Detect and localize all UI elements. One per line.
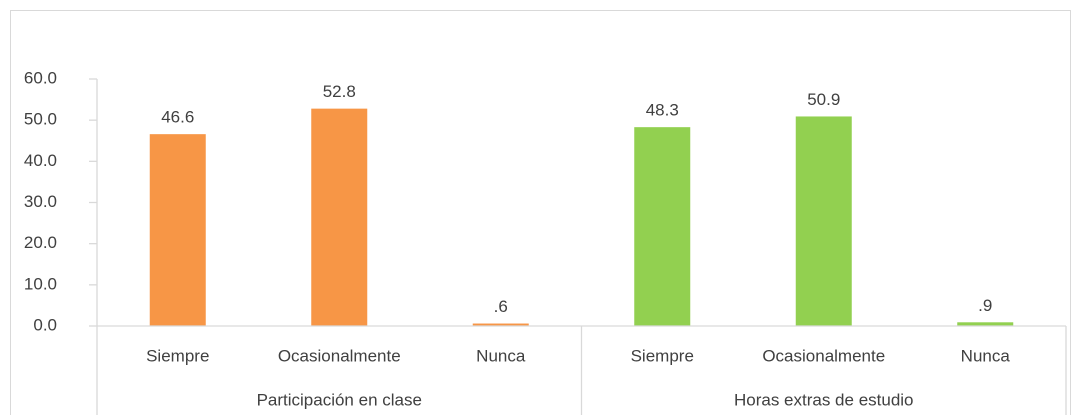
y-tick-label: 40.0 (24, 151, 57, 170)
x-tick-label: Siempre (631, 346, 694, 365)
bar (957, 322, 1014, 326)
y-tick-label: 50.0 (24, 110, 57, 129)
x-tick-label: Nunca (961, 346, 1011, 365)
y-tick-label: 60.0 (24, 68, 57, 87)
bar (311, 108, 368, 326)
y-tick-label: 30.0 (24, 192, 57, 211)
value-label: 52.8 (323, 82, 356, 101)
y-tick-label: 10.0 (24, 274, 57, 293)
value-label: .9 (978, 296, 992, 315)
y-tick-label: 0.0 (33, 315, 57, 334)
bar (634, 127, 691, 326)
x-tick-label: Nunca (476, 346, 526, 365)
bar (149, 134, 206, 326)
x-tick-label: Ocasionalmente (278, 346, 401, 365)
chart-border (10, 10, 1071, 415)
value-label: .6 (494, 297, 508, 316)
bar (472, 323, 529, 326)
x-tick-label: Siempre (146, 346, 209, 365)
group-label: Horas extras de estudio (734, 390, 914, 409)
bar (795, 116, 852, 326)
y-tick-label: 20.0 (24, 233, 57, 252)
group-label: Participación en clase (257, 390, 422, 409)
value-label: 50.9 (807, 90, 840, 109)
value-label: 46.6 (161, 108, 194, 127)
x-tick-label: Ocasionalmente (762, 346, 885, 365)
value-label: 48.3 (646, 101, 679, 120)
